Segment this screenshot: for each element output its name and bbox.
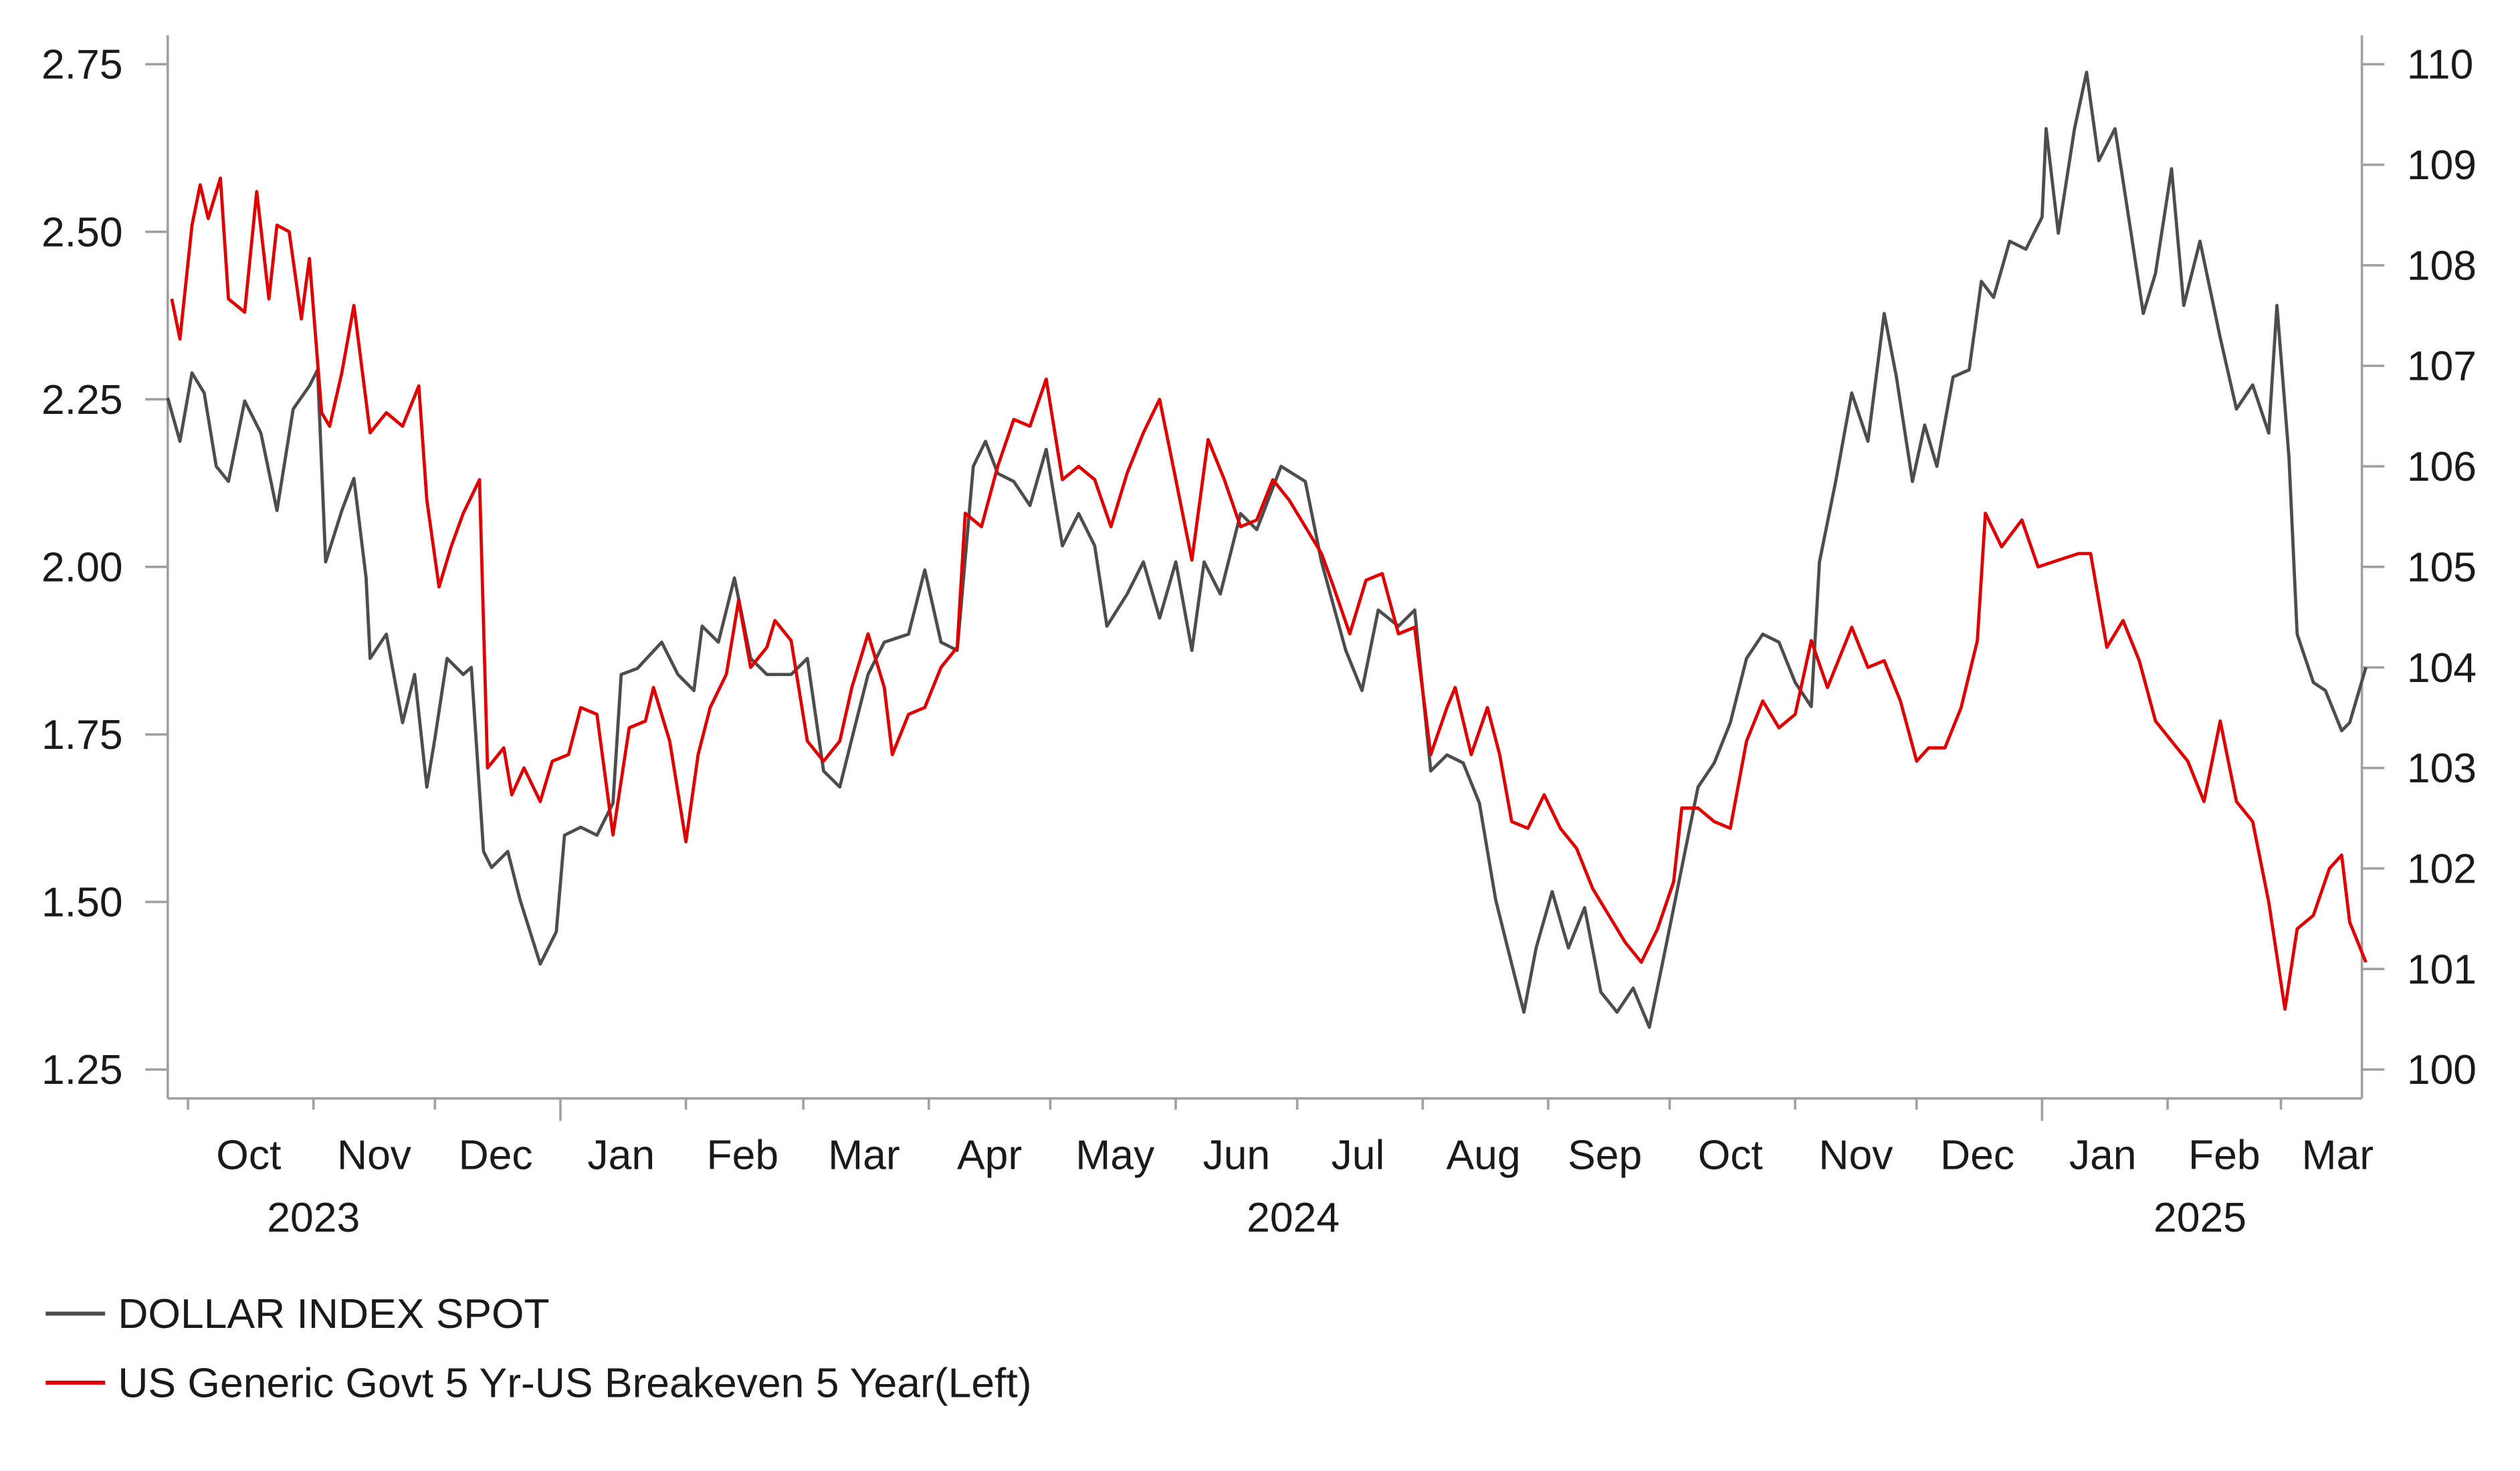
month-label: Mar [2302, 1131, 2374, 1178]
left-tick-label: 1.25 [41, 1046, 123, 1093]
left-tick-label: 2.75 [41, 41, 123, 88]
month-label: May [1075, 1131, 1155, 1178]
month-label: Feb [707, 1131, 779, 1178]
right-axis-ticks: 100 101 102 103 104 105 106 107 108 109 110 [2361, 41, 2477, 1093]
legend-item-breakeven-spread[interactable]: US Generic Govt 5 Yr-US Breakeven 5 Year… [45, 1360, 1032, 1407]
series-layer [166, 70, 2368, 1029]
right-tick-label: 104 [2407, 645, 2477, 691]
month-label: Jan [2069, 1131, 2137, 1178]
right-tick-label: 108 [2407, 242, 2477, 289]
month-label: Mar [828, 1131, 900, 1178]
right-tick-label: 109 [2407, 142, 2477, 189]
right-tick-label: 110 [2407, 41, 2474, 88]
right-tick-label: 105 [2407, 544, 2477, 590]
right-tick-label: 102 [2407, 845, 2477, 892]
month-label: Apr [957, 1131, 1022, 1178]
year-label: 2023 [267, 1194, 360, 1241]
left-tick-label: 2.50 [41, 209, 123, 255]
right-tick-label: 101 [2407, 946, 2477, 993]
legend: DOLLAR INDEX SPOT US Generic Govt 5 Yr-U… [45, 1290, 1032, 1407]
month-label: Aug [1447, 1131, 1521, 1178]
breakeven-spread-line [170, 176, 2368, 1011]
x-axis-ticks: Oct Nov Dec Jan Feb Mar Apr May Jun Jul Aug Sep Oct N… [187, 1098, 2374, 1241]
left-tick-label: 1.75 [41, 711, 123, 758]
month-label: Jun [1202, 1131, 1270, 1178]
month-label: Oct [1698, 1131, 1763, 1178]
left-tick-label: 2.00 [41, 544, 123, 590]
month-label: Oct [216, 1131, 281, 1178]
right-tick-label: 106 [2407, 443, 2477, 490]
month-label: Jul [1332, 1131, 1385, 1178]
year-label: 2025 [2154, 1194, 2246, 1241]
month-label: Jan [587, 1131, 655, 1178]
month-label: Dec [459, 1131, 533, 1178]
left-tick-label: 2.25 [41, 376, 123, 423]
legend-label-breakeven-spread: US Generic Govt 5 Yr-US Breakeven 5 Year… [118, 1360, 1031, 1407]
left-axis-ticks: 1.25 1.50 1.75 2.00 2.25 2.50 2.75 [41, 41, 168, 1093]
month-label: Feb [2188, 1131, 2261, 1178]
month-label: Dec [1940, 1131, 2014, 1178]
month-label: Nov [337, 1131, 411, 1178]
right-tick-label: 103 [2407, 745, 2477, 792]
legend-label-dollar-index: DOLLAR INDEX SPOT [118, 1290, 549, 1337]
month-label: Nov [1818, 1131, 1893, 1178]
left-tick-label: 1.50 [41, 879, 123, 926]
year-label: 2024 [1247, 1194, 1340, 1241]
legend-item-dollar-index[interactable]: DOLLAR INDEX SPOT [45, 1290, 550, 1337]
right-tick-label: 100 [2407, 1046, 2477, 1093]
right-tick-label: 107 [2407, 343, 2477, 390]
month-label: Sep [1568, 1131, 1642, 1178]
dollar-index-line [166, 70, 2368, 1029]
